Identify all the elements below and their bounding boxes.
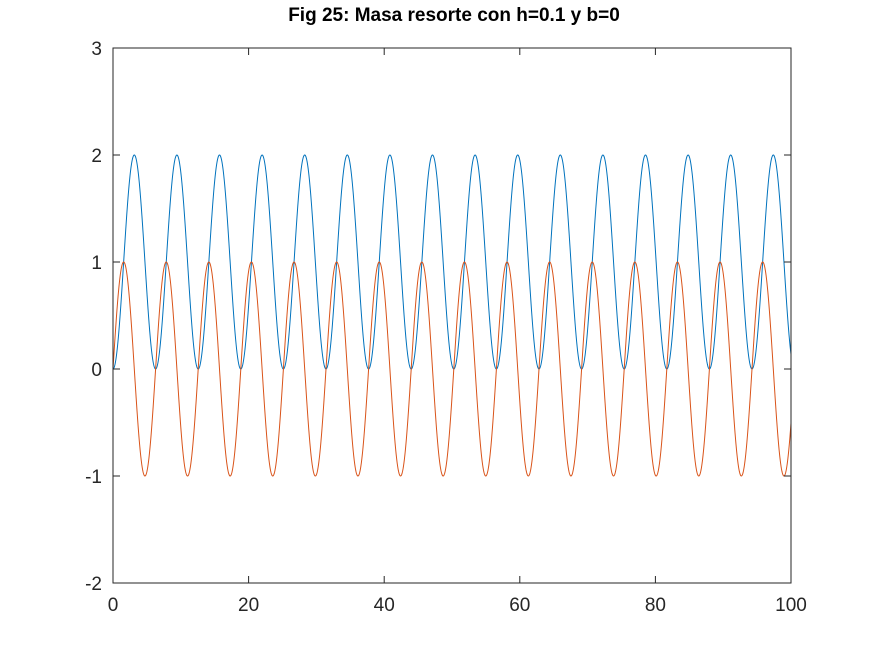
chart-title: Fig 25: Masa resorte con h=0.1 y b=0 <box>288 5 620 26</box>
x-tick-label: 100 <box>775 595 807 616</box>
y-tick-label: 3 <box>91 39 102 60</box>
y-tick-label: -1 <box>85 467 102 488</box>
series-line-1 <box>112 154 792 370</box>
x-tick-label: 20 <box>238 595 259 616</box>
y-tick-label: 0 <box>91 360 102 381</box>
series-line-2 <box>112 261 792 477</box>
y-tick-label: 1 <box>91 253 102 274</box>
x-tick-label: 80 <box>645 595 666 616</box>
axes-box <box>112 47 792 584</box>
x-tick-label: 40 <box>374 595 395 616</box>
y-tick-label: -2 <box>85 574 102 595</box>
x-tick-label: 0 <box>108 595 119 616</box>
plot-area: 0 20 40 60 80 100 -2 -1 0 1 2 3 <box>85 39 807 616</box>
y-tick-label: 2 <box>91 146 102 167</box>
x-tick-label: 60 <box>509 595 530 616</box>
